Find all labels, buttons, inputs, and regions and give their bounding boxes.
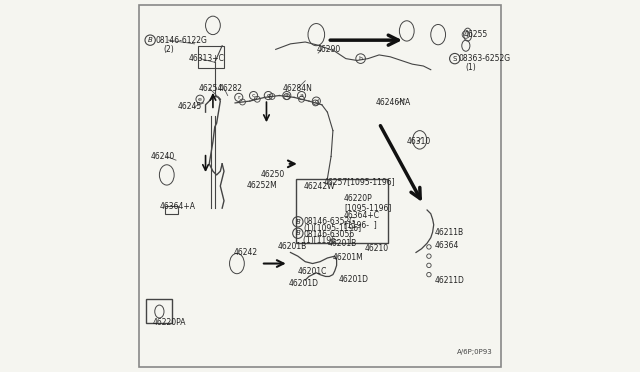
Text: 46242: 46242 — [233, 248, 257, 257]
Text: a: a — [285, 93, 289, 98]
Text: 46242W: 46242W — [303, 182, 335, 191]
Text: 46201B: 46201B — [278, 243, 307, 251]
Text: 46210: 46210 — [364, 244, 388, 253]
Text: A/6P;0P93: A/6P;0P93 — [456, 349, 492, 355]
Text: 46282: 46282 — [218, 84, 243, 93]
Text: 08146-63056: 08146-63056 — [303, 230, 355, 239]
Text: 46313+C: 46313+C — [189, 54, 225, 63]
Bar — [147, 299, 172, 323]
Text: e: e — [198, 97, 202, 102]
Text: 46257[1095-1196]: 46257[1095-1196] — [324, 177, 396, 186]
Text: 46201B: 46201B — [328, 239, 356, 248]
Text: [1095-1196]: [1095-1196] — [344, 203, 392, 212]
Text: 46364: 46364 — [435, 241, 459, 250]
Text: 46201C: 46201C — [298, 267, 327, 276]
Text: 46246NA: 46246NA — [376, 99, 411, 108]
Bar — [165, 206, 178, 214]
Text: 46290: 46290 — [316, 45, 340, 54]
Text: 46211B: 46211B — [435, 228, 463, 237]
Text: 46254: 46254 — [198, 84, 223, 93]
Text: [1196-  ]: [1196- ] — [344, 220, 377, 229]
Text: 46240: 46240 — [150, 152, 175, 161]
Text: B: B — [296, 230, 300, 236]
Text: S: S — [452, 56, 457, 62]
Text: 46245: 46245 — [178, 102, 202, 111]
Text: 46255: 46255 — [464, 30, 488, 39]
Text: 08146-6352G: 08146-6352G — [303, 217, 355, 226]
Text: 08146-6122G: 08146-6122G — [156, 36, 207, 45]
Text: h: h — [358, 56, 363, 61]
Text: (1)[1196-    ]: (1)[1196- ] — [303, 236, 351, 245]
Text: B: B — [148, 37, 152, 43]
Text: 46284N: 46284N — [283, 84, 313, 93]
Text: 46201D: 46201D — [289, 279, 319, 288]
Text: (2): (2) — [163, 45, 174, 54]
Text: 46250: 46250 — [261, 170, 285, 179]
Text: 08363-6252G: 08363-6252G — [458, 54, 511, 63]
Text: c: c — [252, 93, 255, 98]
Text: 46220PA: 46220PA — [153, 318, 187, 327]
Text: 46364+C: 46364+C — [344, 211, 380, 220]
Text: d: d — [314, 99, 318, 103]
Text: g: g — [266, 93, 270, 98]
Text: r: r — [237, 95, 240, 100]
Text: 46364+A: 46364+A — [159, 202, 195, 211]
Text: (1)[1095-1196]: (1)[1095-1196] — [303, 224, 362, 232]
Text: B: B — [296, 219, 300, 225]
Text: 46201M: 46201M — [333, 253, 364, 263]
Text: 46252M: 46252M — [246, 182, 277, 190]
Text: 46310: 46310 — [407, 137, 431, 146]
Text: 46211D: 46211D — [435, 276, 465, 285]
Text: (1): (1) — [466, 63, 477, 72]
Text: a: a — [300, 93, 303, 98]
Text: 46201D: 46201D — [339, 275, 369, 283]
Text: 46220P: 46220P — [344, 195, 372, 203]
